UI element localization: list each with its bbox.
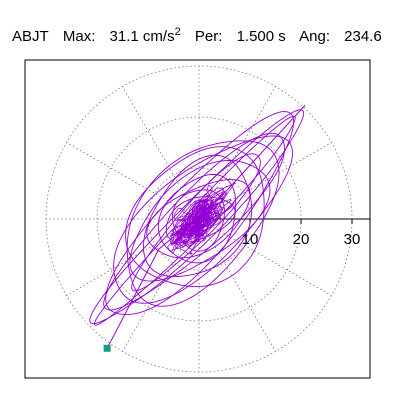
angle-value: 234.6 bbox=[344, 28, 382, 45]
max-label: Max: bbox=[62, 28, 96, 45]
radial-tick-labels: 10 20 30 bbox=[242, 231, 361, 248]
particle-motion-traces bbox=[89, 104, 306, 349]
station-name: ABJT bbox=[12, 28, 49, 45]
orbit-ellipse-3 bbox=[126, 140, 280, 307]
max-value: 31.1 cm/s2 bbox=[109, 26, 181, 45]
central-motion-trace bbox=[167, 182, 236, 255]
max-point-marker bbox=[103, 344, 111, 352]
tick-label-30: 30 bbox=[344, 231, 361, 248]
grid-spoke-330 bbox=[198, 218, 332, 296]
period-label: Per: bbox=[194, 28, 223, 45]
max-exponent: 2 bbox=[174, 26, 181, 38]
orbit-ellipse-4 bbox=[129, 160, 271, 282]
orbit-ellipse-12 bbox=[93, 115, 296, 326]
orbit-ellipse-10 bbox=[172, 189, 225, 252]
tick-label-10: 10 bbox=[242, 231, 259, 248]
max-point-marker-group bbox=[103, 344, 111, 352]
orbit-ellipse-11 bbox=[131, 153, 261, 292]
grid-spoke-300 bbox=[198, 218, 276, 352]
max-value-text: 31.1 cm/s bbox=[109, 28, 175, 45]
orbit-ellipse-7 bbox=[146, 179, 251, 259]
max-excursion-trace bbox=[106, 104, 306, 349]
grid-spoke-120 bbox=[122, 86, 200, 220]
grid-spoke-150 bbox=[66, 142, 200, 220]
orbit-ellipse-13 bbox=[125, 146, 265, 288]
tick-label-20: 20 bbox=[293, 231, 310, 248]
period-value: 1.500 s bbox=[236, 28, 286, 45]
angle-label: Ang: bbox=[299, 28, 330, 45]
chart-title: ABJT Max: 31.1 cm/s2 Per: 1.500 s Ang: 2… bbox=[12, 20, 392, 45]
